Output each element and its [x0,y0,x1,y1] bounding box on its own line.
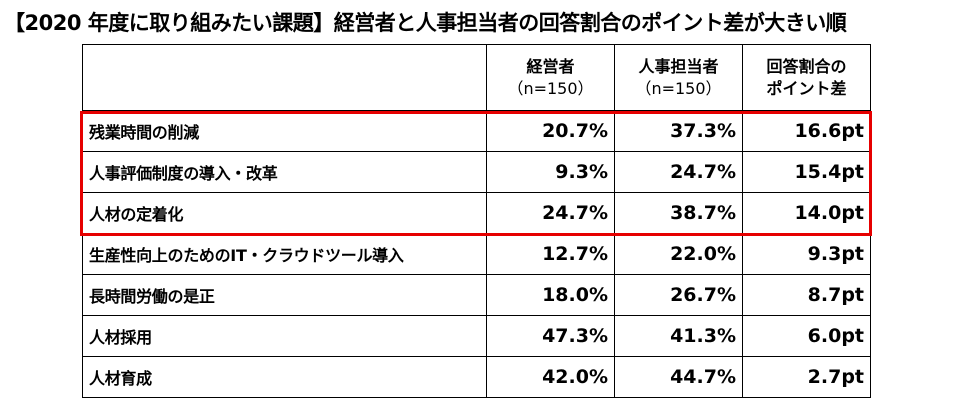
table-row: 長時間労働の是正 18.0% 26.7% 8.7pt [82,274,871,316]
header-row: 経営者 （n=150） 人事担当者 （n=150） 回答割合の ポイント差 [82,44,871,111]
header-executives-sample: （n=150） [507,78,594,98]
table-row: 残業時間の削減 20.7% 37.3% 16.6pt [82,110,871,152]
table-row: 生産性向上のためのIT・クラウドツール導入 12.7% 22.0% 9.3pt [82,233,871,275]
row-item-label: 残業時間の削減 [82,110,487,152]
row-item-label: 人事評価制度の導入・改革 [82,151,487,193]
row-item-label: 長時間労働の是正 [82,274,487,316]
header-diff-label-line2: ポイント差 [766,78,847,98]
header-executives-label: 経営者 [526,56,575,76]
row-executives-value: 24.7% [486,192,615,234]
chart-title: 【2020 年度に取り組みたい課題】経営者と人事担当者の回答割合のポイント差が大… [4,11,847,35]
row-diff-value: 2.7pt [742,356,871,398]
row-diff-value: 15.4pt [742,151,871,193]
table-row: 人材採用 47.3% 41.3% 6.0pt [82,315,871,357]
row-hr-value: 24.7% [614,151,743,193]
row-executives-value: 9.3% [486,151,615,193]
table-row: 人材の定着化 24.7% 38.7% 14.0pt [82,192,871,234]
table-row: 人材育成 42.0% 44.7% 2.7pt [82,356,871,398]
row-diff-value: 8.7pt [742,274,871,316]
header-hr-label: 人事担当者 [638,56,719,76]
row-diff-value: 6.0pt [742,315,871,357]
header-executives: 経営者 （n=150） [486,44,615,111]
table-row: 人事評価制度の導入・改革 9.3% 24.7% 15.4pt [82,151,871,193]
row-executives-value: 18.0% [486,274,615,316]
header-diff: 回答割合の ポイント差 [742,44,871,111]
row-item-label: 人材採用 [82,315,487,357]
row-item-label: 人材育成 [82,356,487,398]
header-hr-sample: （n=150） [635,78,722,98]
row-hr-value: 37.3% [614,110,743,152]
row-diff-value: 9.3pt [742,233,871,275]
row-diff-value: 16.6pt [742,110,871,152]
row-hr-value: 38.7% [614,192,743,234]
row-item-label: 生産性向上のためのIT・クラウドツール導入 [82,233,487,275]
header-diff-label-line1: 回答割合の [766,56,847,76]
row-executives-value: 42.0% [486,356,615,398]
row-item-label: 人材の定着化 [82,192,487,234]
header-hr: 人事担当者 （n=150） [614,44,743,111]
header-item-cell [82,44,487,111]
row-executives-value: 20.7% [486,110,615,152]
row-hr-value: 44.7% [614,356,743,398]
row-executives-value: 12.7% [486,233,615,275]
row-diff-value: 14.0pt [742,192,871,234]
row-hr-value: 22.0% [614,233,743,275]
results-table: 経営者 （n=150） 人事担当者 （n=150） 回答割合の ポイント差 残業… [82,44,871,398]
row-hr-value: 26.7% [614,274,743,316]
row-hr-value: 41.3% [614,315,743,357]
row-executives-value: 47.3% [486,315,615,357]
